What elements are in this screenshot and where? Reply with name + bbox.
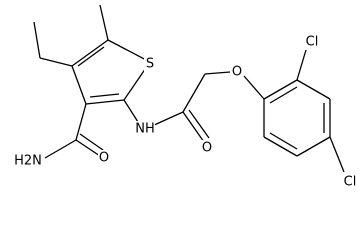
atom-label: NH <box>135 122 155 137</box>
label-background <box>98 150 110 166</box>
atom-label: S <box>146 57 154 72</box>
bond <box>33 21 41 59</box>
bond <box>107 39 151 63</box>
bond <box>188 109 210 139</box>
label-background <box>302 34 322 50</box>
bond <box>263 79 298 100</box>
atom-labels: S NH O O Cl Cl H2N O <box>14 34 360 190</box>
label-background <box>14 153 42 169</box>
bond <box>329 136 345 173</box>
bond <box>77 46 105 67</box>
label-background <box>201 140 213 156</box>
atom-label: O <box>99 151 109 166</box>
bond <box>296 49 307 81</box>
bond <box>39 57 73 67</box>
bonds <box>33 4 345 173</box>
bond <box>296 136 331 157</box>
bond <box>79 133 104 151</box>
bond <box>182 73 206 113</box>
atom-label: O <box>202 141 212 156</box>
label-background <box>340 174 360 190</box>
bond <box>269 132 298 150</box>
atom-label: Cl <box>344 175 357 190</box>
bond <box>99 4 109 41</box>
label-background <box>144 56 156 72</box>
molecule-diagram: S NH O O Cl Cl H2N O <box>14 4 360 190</box>
bond <box>204 71 231 75</box>
bond <box>243 75 265 100</box>
bond <box>71 39 109 67</box>
atom-label: H2N <box>14 154 42 169</box>
bond <box>71 65 87 105</box>
bond <box>296 79 331 100</box>
label-background <box>135 121 155 137</box>
bond <box>151 111 184 127</box>
atom-label: O <box>232 65 242 80</box>
bond <box>182 111 205 143</box>
label-background <box>231 64 243 80</box>
bond <box>85 99 125 105</box>
bond <box>123 99 139 123</box>
bond <box>89 93 120 98</box>
bond <box>75 139 101 157</box>
bond <box>263 136 298 157</box>
atom-label: Cl <box>306 35 319 50</box>
bond <box>269 86 298 104</box>
bond <box>44 139 77 159</box>
bond <box>75 103 87 141</box>
